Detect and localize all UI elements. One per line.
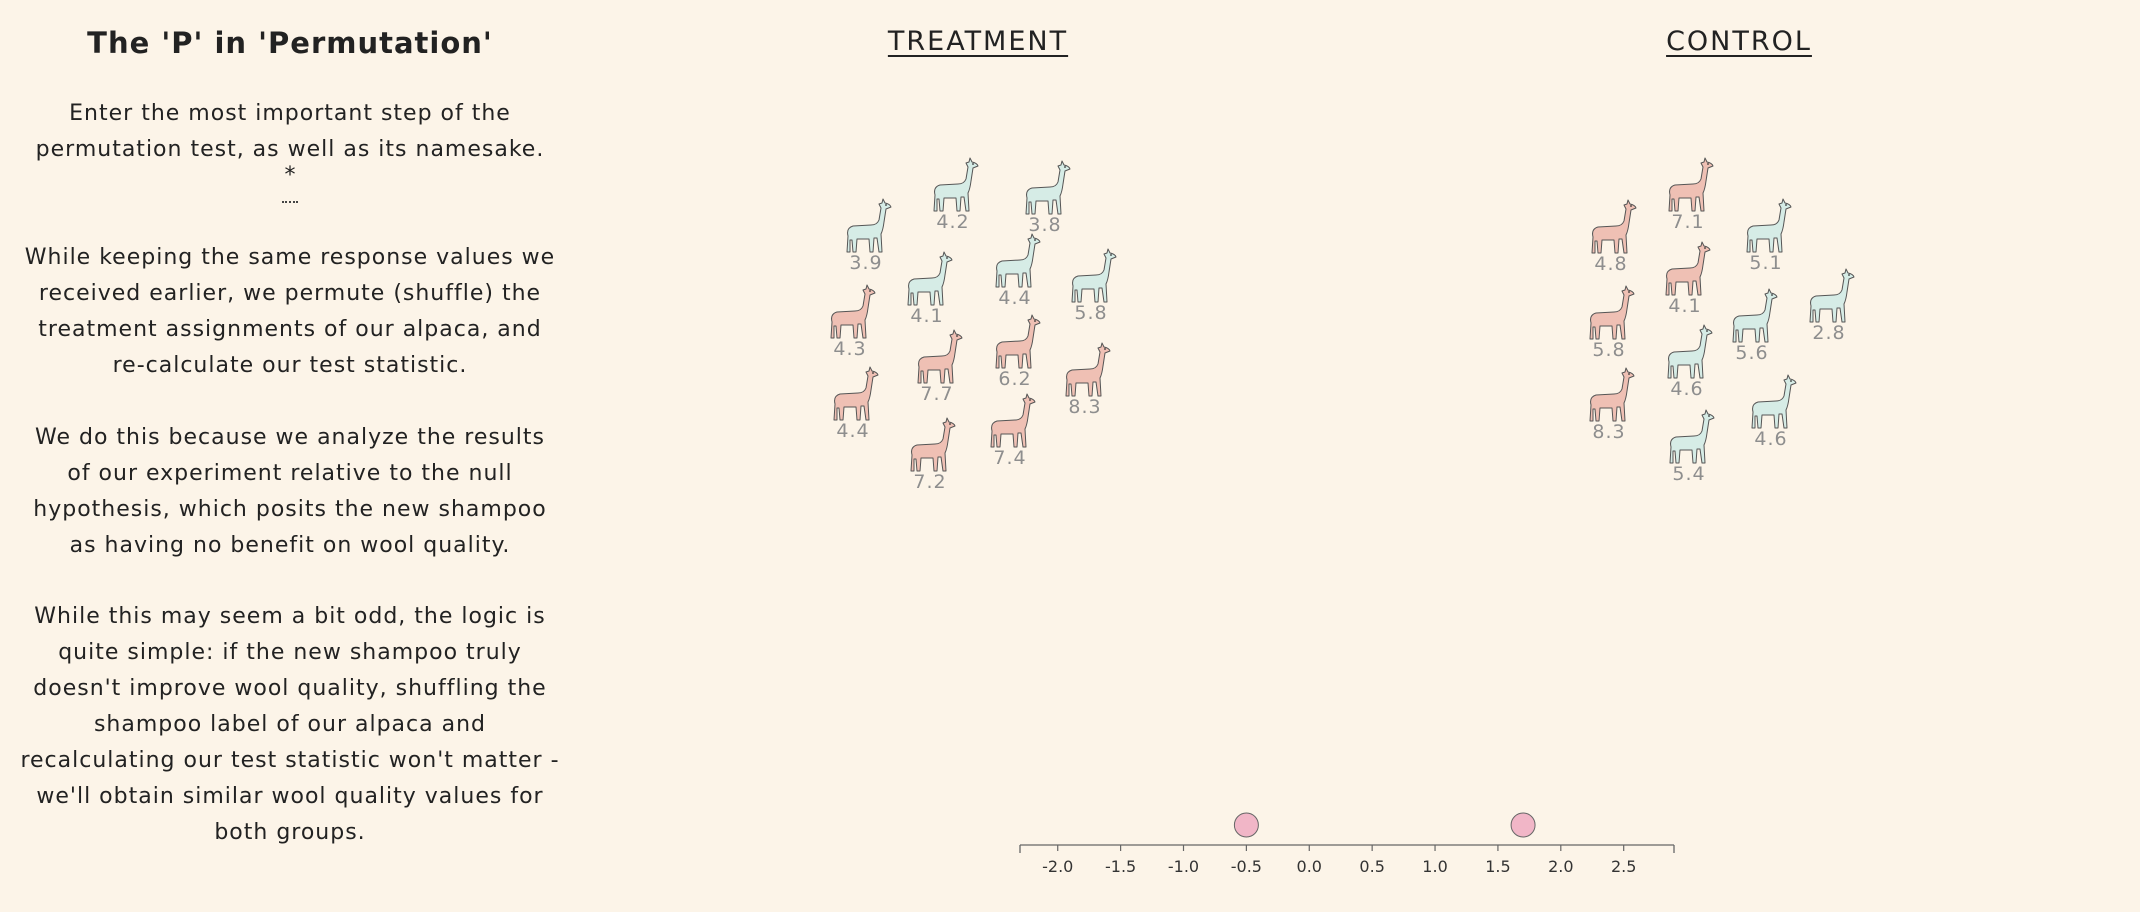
alpaca-value: 4.2 xyxy=(936,211,970,233)
alpaca-value: 5.8 xyxy=(1592,339,1626,361)
paragraph-null-hypothesis: We do this because we analyze the result… xyxy=(33,425,547,558)
alpaca-value: 3.9 xyxy=(849,252,883,274)
alpaca-value: 5.4 xyxy=(1672,463,1706,485)
control-alpaca[interactable]: 4.1 xyxy=(1660,241,1718,319)
alpaca-value: 5.8 xyxy=(1074,302,1108,324)
treatment-heading: TREATMENT xyxy=(887,26,1069,57)
explanation-panel: The 'P' in 'Permutation' Enter the most … xyxy=(0,0,580,912)
treatment-alpaca[interactable]: 4.4 xyxy=(828,366,886,444)
answer-required-marker: * xyxy=(284,163,296,188)
axis-tick-label: -2.0 xyxy=(1042,857,1073,876)
control-alpaca[interactable]: 5.1 xyxy=(1741,198,1799,276)
treatment-alpaca[interactable]: 7.7 xyxy=(912,329,970,407)
control-alpaca[interactable]: 2.8 xyxy=(1804,268,1862,346)
answer-input[interactable] xyxy=(282,192,298,203)
alpaca-value: 7.2 xyxy=(913,471,947,493)
treatment-alpaca[interactable]: 8.3 xyxy=(1060,342,1118,420)
stat-dot xyxy=(1233,812,1259,838)
alpaca-value: 4.8 xyxy=(1594,253,1628,275)
axis-tick-label: 0.5 xyxy=(1359,857,1384,876)
alpaca-value: 7.4 xyxy=(993,447,1027,469)
axis-tick-label: 1.5 xyxy=(1485,857,1510,876)
alpaca-value: 4.3 xyxy=(833,338,867,360)
control-alpaca[interactable]: 4.6 xyxy=(1746,374,1804,452)
treatment-alpaca[interactable]: 5.8 xyxy=(1066,248,1124,326)
alpaca-value: 2.8 xyxy=(1812,322,1846,344)
axis-tick-label: 2.0 xyxy=(1548,857,1573,876)
control-alpaca[interactable]: 8.3 xyxy=(1584,367,1642,445)
treatment-alpaca[interactable]: 4.3 xyxy=(825,284,883,362)
axis-tick-label: 1.0 xyxy=(1422,857,1447,876)
paragraph-permute: While keeping the same response values w… xyxy=(24,245,556,378)
control-alpaca[interactable]: 5.4 xyxy=(1664,409,1722,487)
alpaca-value: 4.6 xyxy=(1670,378,1704,400)
treatment-alpaca[interactable]: 7.4 xyxy=(985,393,1043,471)
alpaca-value: 5.1 xyxy=(1749,252,1783,274)
alpaca-value: 3.8 xyxy=(1028,214,1062,236)
axis-tick-label: -1.5 xyxy=(1105,857,1136,876)
alpaca-value: 8.3 xyxy=(1592,421,1626,443)
control-alpaca[interactable]: 7.1 xyxy=(1663,157,1721,235)
control-alpaca[interactable]: 5.6 xyxy=(1727,288,1785,366)
control-alpaca[interactable]: 4.6 xyxy=(1662,324,1720,402)
alpaca-value: 7.1 xyxy=(1671,211,1705,233)
treatment-alpaca[interactable]: 4.1 xyxy=(902,251,960,329)
alpaca-value: 4.4 xyxy=(998,287,1032,309)
axis-tick-label: -1.0 xyxy=(1168,857,1199,876)
treatment-alpaca[interactable]: 7.2 xyxy=(905,417,963,495)
axis-tick-label: 2.5 xyxy=(1611,857,1636,876)
alpaca-value: 6.2 xyxy=(998,368,1032,390)
page-title: The 'P' in 'Permutation' xyxy=(87,26,493,60)
prompt-text: Enter the most important step of the per… xyxy=(35,101,545,162)
treatment-alpaca[interactable]: 3.9 xyxy=(841,198,899,276)
stat-dot xyxy=(1510,812,1536,838)
treatment-alpaca[interactable]: 6.2 xyxy=(990,314,1048,392)
control-alpaca[interactable]: 5.8 xyxy=(1584,285,1642,363)
alpaca-value: 4.1 xyxy=(1668,295,1702,317)
treatment-alpaca[interactable]: 4.4 xyxy=(990,233,1048,311)
paragraph-logic: While this may seem a bit odd, the logic… xyxy=(20,604,560,845)
control-heading: CONTROL xyxy=(1666,26,1812,57)
alpaca-value: 7.7 xyxy=(920,383,954,405)
alpaca-value: 8.3 xyxy=(1068,396,1102,418)
alpaca-value: 4.6 xyxy=(1754,428,1788,450)
axis-tick-label: -0.5 xyxy=(1231,857,1262,876)
control-alpaca[interactable]: 4.8 xyxy=(1586,199,1644,277)
axis-tick-label: 0.0 xyxy=(1297,857,1322,876)
answer-area: * xyxy=(0,165,580,204)
alpaca-value: 4.4 xyxy=(836,420,870,442)
alpaca-value: 5.6 xyxy=(1735,342,1769,364)
treatment-alpaca[interactable]: 3.8 xyxy=(1020,160,1078,238)
treatment-alpaca[interactable]: 4.2 xyxy=(928,157,986,235)
alpaca-value: 4.1 xyxy=(910,305,944,327)
